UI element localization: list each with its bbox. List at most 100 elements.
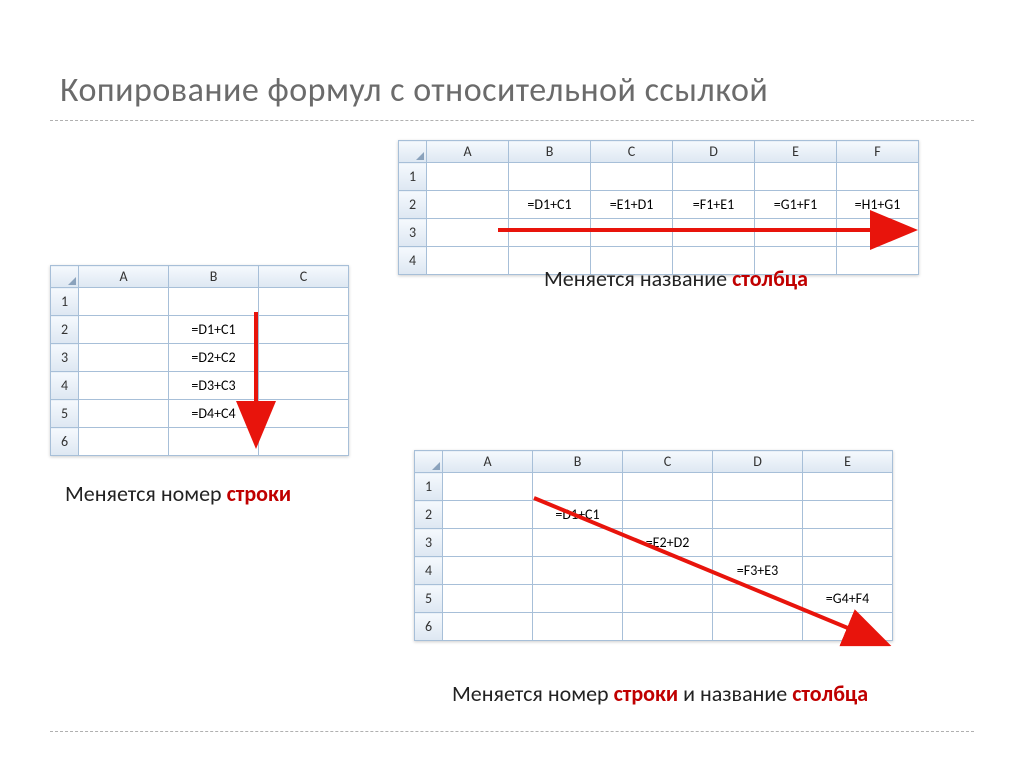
cell [803, 473, 893, 501]
col-header: D [713, 451, 803, 473]
cell [443, 613, 533, 641]
caption-red: столбца [732, 265, 808, 292]
cell: =D4+C4 [169, 400, 259, 428]
row-header: 4 [399, 247, 427, 275]
cell [623, 501, 713, 529]
row-header: 3 [415, 529, 443, 557]
row-header: 1 [51, 288, 79, 316]
cell [623, 557, 713, 585]
cell: =D1+C1 [509, 191, 591, 219]
row-header: 1 [415, 473, 443, 501]
row-header: 5 [415, 585, 443, 613]
cell: =E1+D1 [591, 191, 673, 219]
cell [803, 529, 893, 557]
col-header: B [509, 141, 591, 163]
row-header: 2 [415, 501, 443, 529]
caption-text: Меняется номер [452, 680, 614, 707]
row-header: 1 [399, 163, 427, 191]
cell [259, 316, 349, 344]
cell [443, 501, 533, 529]
slide-title: Копирование формул с относительной ссылк… [60, 70, 768, 111]
cell [533, 473, 623, 501]
cell [443, 473, 533, 501]
caption-text: Меняется номер [65, 480, 227, 507]
cell [509, 163, 591, 191]
cell [79, 400, 169, 428]
cell [79, 428, 169, 456]
cell [169, 288, 259, 316]
caption-red: строки [227, 480, 292, 507]
cell [623, 585, 713, 613]
cell [533, 613, 623, 641]
cell [837, 247, 919, 275]
col-header: B [533, 451, 623, 473]
caption-red: столбца [792, 680, 868, 707]
row-header: 2 [399, 191, 427, 219]
cell [79, 372, 169, 400]
cell [79, 316, 169, 344]
caption-both: Меняется номер строки и название столбца [452, 680, 868, 707]
cell [79, 344, 169, 372]
divider-bottom [50, 731, 974, 732]
cell [837, 163, 919, 191]
caption-red: строки [614, 680, 679, 707]
cell [169, 428, 259, 456]
cell [803, 557, 893, 585]
cell [837, 219, 919, 247]
cell: =F3+E3 [713, 557, 803, 585]
cell: =H1+G1 [837, 191, 919, 219]
cell [713, 613, 803, 641]
cell [259, 288, 349, 316]
cell [443, 585, 533, 613]
cell [443, 557, 533, 585]
cell [533, 557, 623, 585]
col-header: E [803, 451, 893, 473]
cell: =E2+D2 [623, 529, 713, 557]
caption-columns: Меняется название столбца [544, 265, 808, 292]
col-header: A [427, 141, 509, 163]
cell [509, 219, 591, 247]
cell [591, 219, 673, 247]
cell [755, 219, 837, 247]
cell [427, 247, 509, 275]
cell [427, 191, 509, 219]
cell [713, 473, 803, 501]
cell [427, 219, 509, 247]
cell [533, 585, 623, 613]
cell: =G1+F1 [755, 191, 837, 219]
divider-top [50, 120, 974, 121]
cell [713, 529, 803, 557]
cell: =D2+C2 [169, 344, 259, 372]
cell: =G4+F4 [803, 585, 893, 613]
col-header: C [623, 451, 713, 473]
row-header: 5 [51, 400, 79, 428]
cell [591, 163, 673, 191]
caption-rows: Меняется номер строки [65, 480, 291, 507]
col-header: E [755, 141, 837, 163]
col-header: A [443, 451, 533, 473]
cell [803, 501, 893, 529]
cell [803, 613, 893, 641]
col-header: C [591, 141, 673, 163]
row-header: 4 [51, 372, 79, 400]
col-header: B [169, 266, 259, 288]
cell: =D1+C1 [169, 316, 259, 344]
cell [443, 529, 533, 557]
col-header: A [79, 266, 169, 288]
cell [427, 163, 509, 191]
caption-text: и название [678, 680, 792, 707]
cell [673, 163, 755, 191]
col-header: C [259, 266, 349, 288]
cell: =F1+E1 [673, 191, 755, 219]
row-header: 6 [51, 428, 79, 456]
cell: =D3+C3 [169, 372, 259, 400]
row-header: 4 [415, 557, 443, 585]
row-header: 6 [415, 613, 443, 641]
cell [673, 219, 755, 247]
cell [79, 288, 169, 316]
cell: =D1+C1 [533, 501, 623, 529]
cell [713, 585, 803, 613]
row-header: 3 [399, 219, 427, 247]
cell [259, 372, 349, 400]
cell [259, 400, 349, 428]
